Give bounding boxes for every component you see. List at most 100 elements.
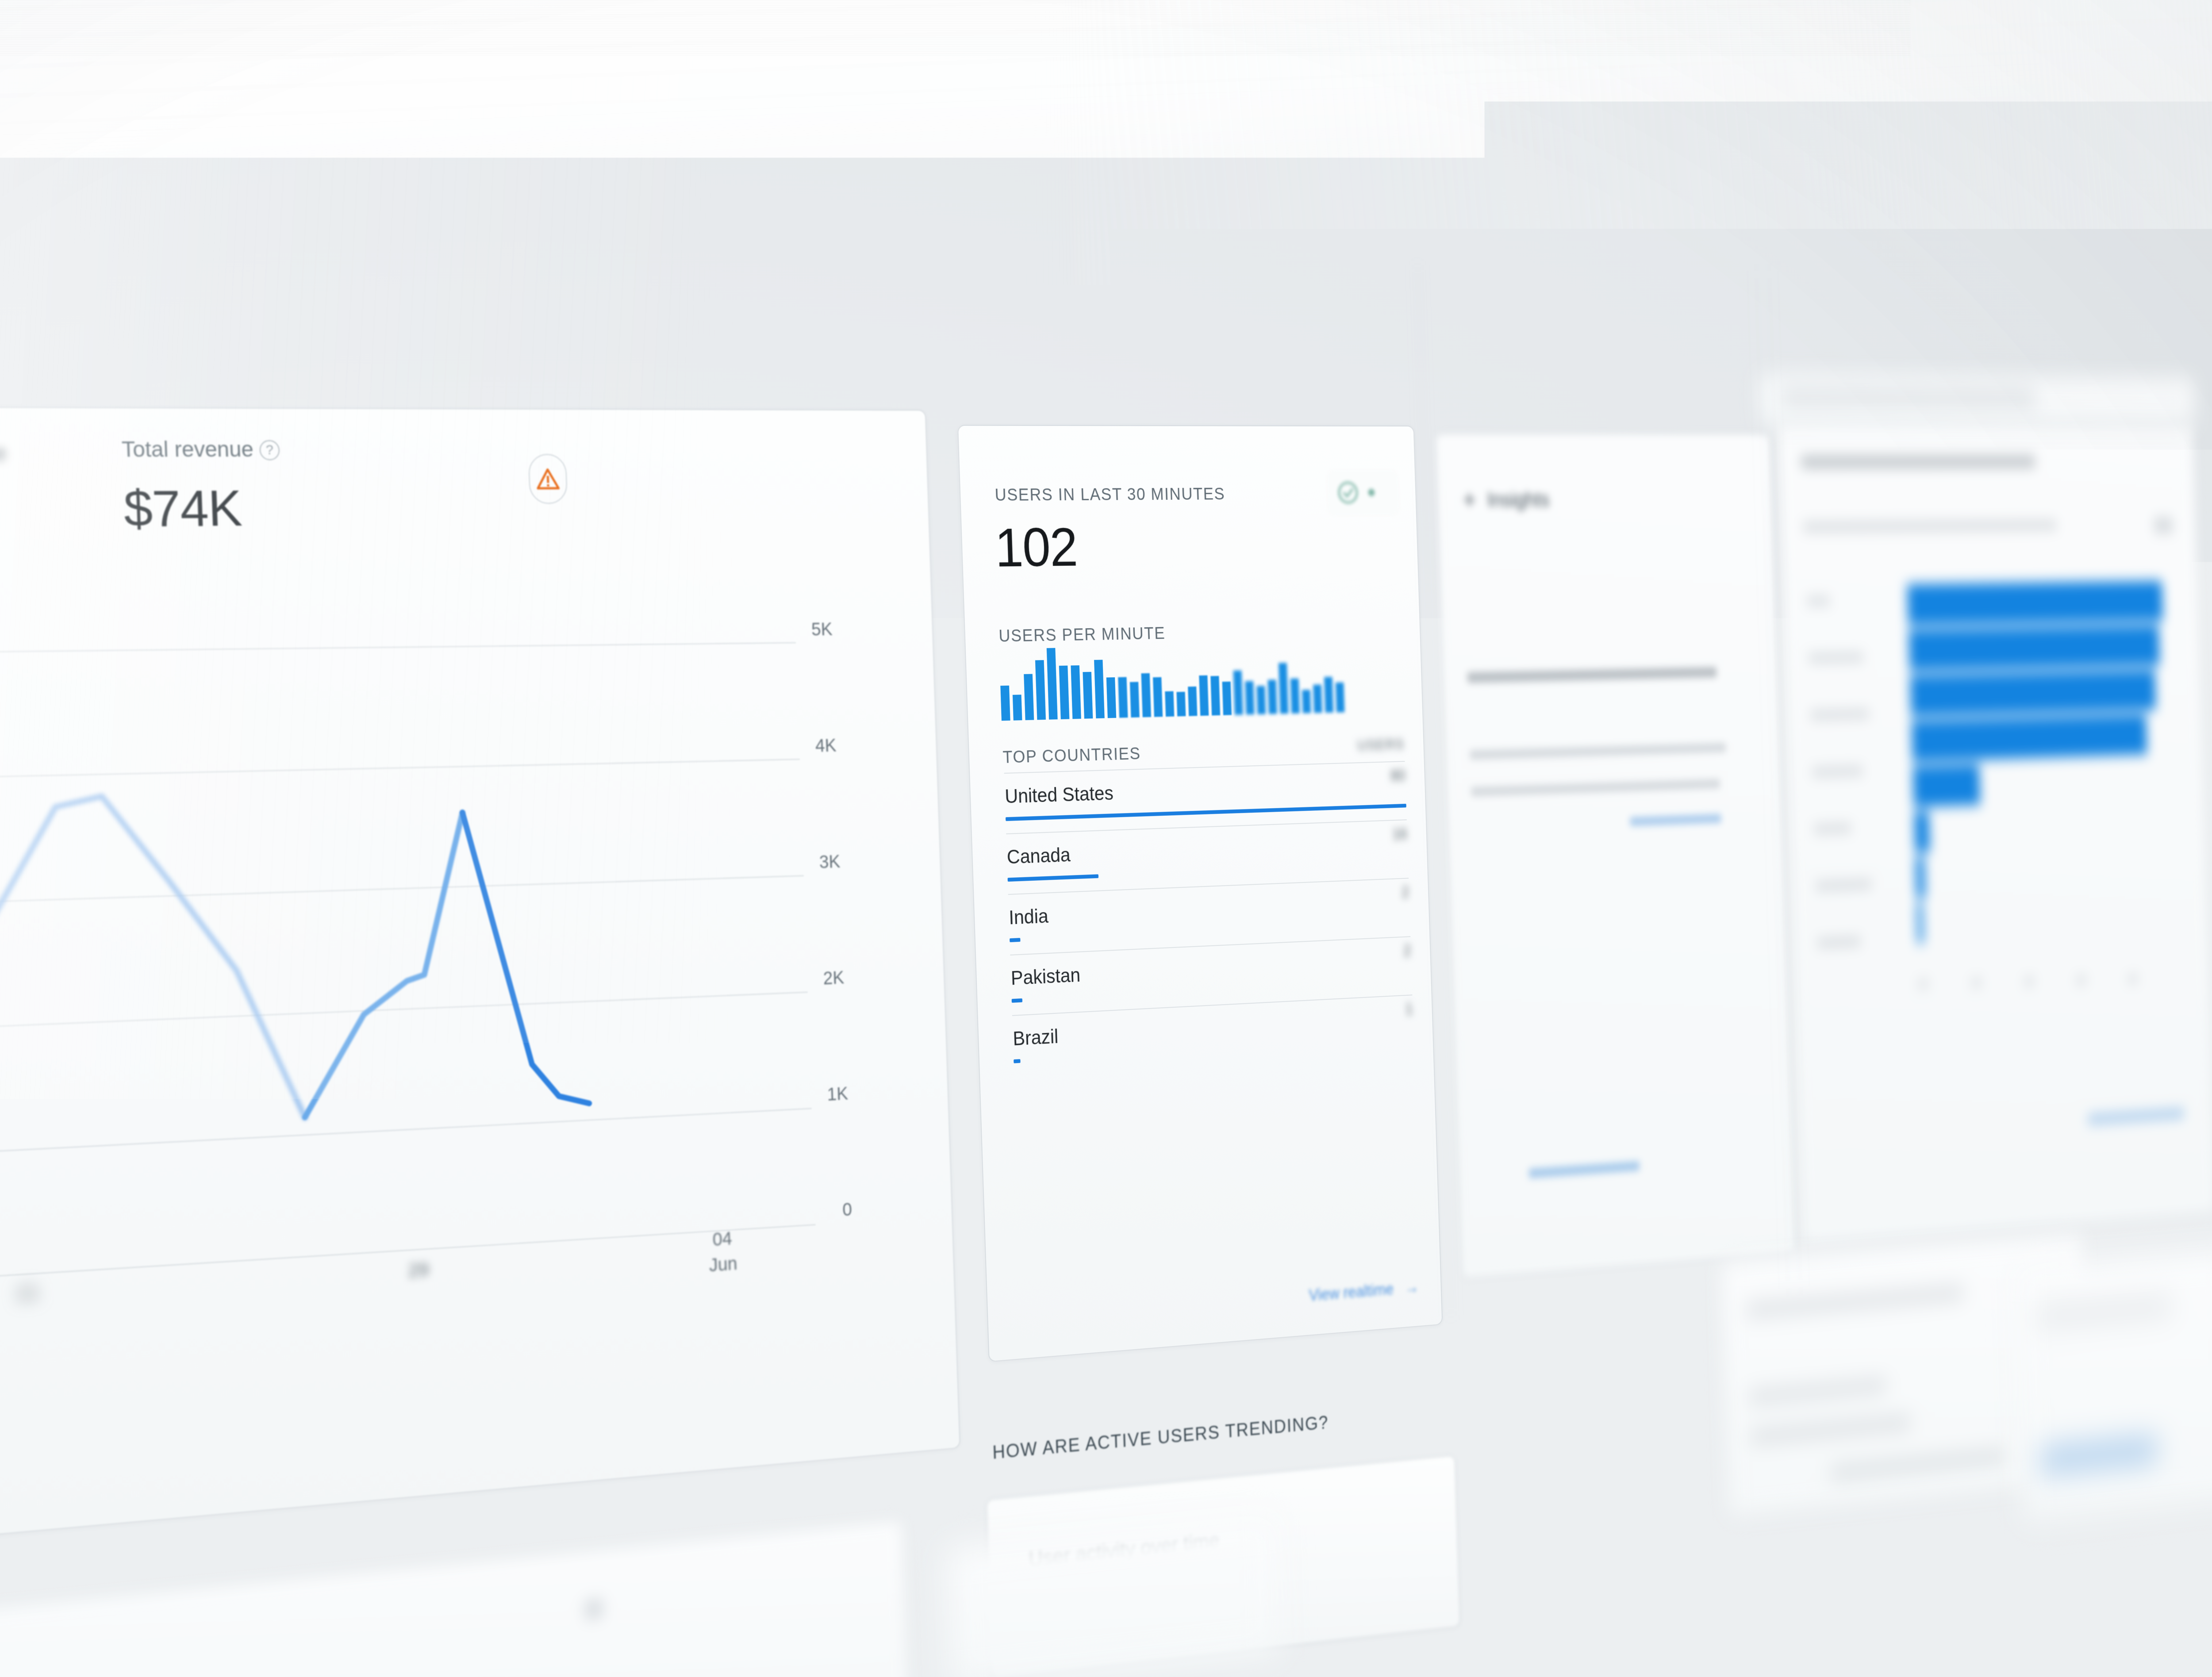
background-text bbox=[2036, 1300, 2172, 1323]
country-name: Pakistan bbox=[1010, 963, 1081, 990]
axis-label bbox=[1814, 824, 1851, 834]
sparkle-icon bbox=[1461, 491, 1478, 510]
country-bar bbox=[1010, 938, 1021, 942]
realtime-eyebrow: USERS IN LAST 30 MINUTES bbox=[995, 485, 1225, 505]
metric-engagement-value: 51s bbox=[0, 482, 9, 545]
screen-photo: Average engagement time 51s Total revenu… bbox=[0, 0, 2212, 1677]
data-warning-badge[interactable] bbox=[528, 454, 568, 504]
y-tick: 1K bbox=[741, 1083, 852, 1206]
country-bar bbox=[1008, 874, 1098, 882]
axis-label bbox=[1809, 653, 1864, 663]
background-card-title bbox=[1780, 391, 2035, 404]
arrow-right-icon: → bbox=[1405, 1278, 1419, 1297]
x-tick-04jun-wrap: 04 Jun bbox=[708, 1228, 737, 1276]
top-countries-header: TOP COUNTRIES bbox=[1002, 744, 1141, 768]
metric-revenue-value: $74K bbox=[123, 478, 282, 538]
x-tick-21-wrap: 21 bbox=[16, 1281, 39, 1305]
country-name: United States bbox=[1005, 782, 1114, 808]
axis-tick bbox=[2075, 976, 2087, 985]
metric-revenue-label: Total revenue bbox=[121, 437, 254, 462]
line-chart-y-axis: 5K 4K 3K 2K 1K 0 bbox=[725, 619, 853, 1227]
view-realtime-link[interactable]: View realtime → bbox=[1309, 1278, 1419, 1305]
insights-body-line-1 bbox=[1467, 667, 1717, 683]
insights-card: Insights bbox=[1436, 434, 1795, 1278]
axis-tick bbox=[1917, 980, 1930, 988]
bar bbox=[1910, 670, 2156, 716]
insights-header: Insights bbox=[1461, 487, 1550, 512]
axis-label bbox=[1807, 596, 1830, 605]
background-card-top-right bbox=[1759, 374, 2196, 427]
overflow-menu-icon[interactable] bbox=[2154, 517, 2173, 533]
revenue-metrics-card: Average engagement time 51s Total revenu… bbox=[0, 406, 960, 1560]
bar bbox=[1909, 625, 2160, 671]
x-tick-29-wrap: 29 bbox=[408, 1259, 429, 1282]
help-icon[interactable] bbox=[259, 440, 280, 460]
y-tick: 3K bbox=[733, 851, 844, 972]
axis-label bbox=[1810, 710, 1870, 720]
insights-inline-link[interactable] bbox=[1630, 814, 1721, 826]
axis-label bbox=[1816, 879, 1872, 890]
country-users: 2 bbox=[1402, 883, 1409, 901]
realtime-status-chip[interactable] bbox=[1327, 470, 1399, 515]
insights-body-line-3 bbox=[1471, 779, 1720, 797]
x-tick: 21 bbox=[16, 1281, 39, 1305]
background-text bbox=[1831, 1451, 2005, 1479]
background-bar bbox=[2041, 1438, 2158, 1473]
axis-tick bbox=[2023, 977, 2035, 986]
view-all-insights-link[interactable] bbox=[1529, 1161, 1640, 1178]
x-tick-month: Jun bbox=[709, 1253, 737, 1276]
users-per-minute-chart bbox=[999, 642, 1116, 721]
users-per-minute-chart-mid bbox=[1117, 640, 1232, 718]
zero-tick-label bbox=[585, 1599, 603, 1620]
left-bottom-card-stub bbox=[0, 1520, 908, 1677]
view-channel-groups-link[interactable] bbox=[2088, 1109, 2184, 1124]
check-circle-icon bbox=[1337, 481, 1359, 504]
country-bar bbox=[1006, 804, 1406, 821]
y-tick: 2K bbox=[737, 967, 848, 1089]
country-name: Canada bbox=[1006, 843, 1071, 868]
active-users-section-heading: HOW ARE ACTIVE USERS TRENDING? bbox=[992, 1412, 1329, 1463]
background-card-far-bottom-right bbox=[2015, 1247, 2212, 1521]
warning-triangle-icon bbox=[536, 468, 559, 489]
country-users: 16 bbox=[1392, 825, 1408, 843]
country-name: Brazil bbox=[1013, 1025, 1059, 1050]
bar bbox=[1917, 902, 1924, 944]
channel-card-subtitle bbox=[1803, 520, 2056, 532]
background-text bbox=[1747, 1286, 1963, 1316]
metric-revenue-row: Total revenue bbox=[121, 437, 280, 462]
top-countries-users-header: USERS bbox=[1357, 736, 1405, 753]
y-tick: 5K bbox=[725, 619, 836, 738]
country-bar bbox=[1012, 998, 1023, 1003]
axis-tick bbox=[2127, 975, 2139, 983]
axis-label bbox=[1812, 766, 1863, 776]
axis-tick bbox=[1970, 979, 1982, 987]
realtime-card: USERS IN LAST 30 MINUTES 102 USERS PER M… bbox=[957, 425, 1443, 1362]
x-tick: 04 bbox=[708, 1228, 737, 1251]
live-pulse-dot bbox=[1368, 489, 1375, 496]
country-users: 80 bbox=[1390, 767, 1406, 784]
background-text bbox=[1749, 1379, 1886, 1403]
country-users: 2 bbox=[1403, 942, 1411, 959]
users-per-minute-chart-right bbox=[1232, 638, 1344, 715]
bar bbox=[1911, 714, 2147, 762]
bar bbox=[1914, 811, 1930, 852]
country-bar bbox=[1014, 1059, 1020, 1063]
country-name: India bbox=[1009, 904, 1049, 929]
insights-title: Insights bbox=[1487, 487, 1550, 511]
metric-engagement-label: Average engagement time bbox=[0, 441, 7, 467]
country-users: 1 bbox=[1405, 1000, 1413, 1018]
metric-engagement-time: Average engagement time 51s bbox=[0, 441, 9, 545]
channel-card-title bbox=[1801, 456, 2035, 468]
bar bbox=[1916, 857, 1925, 898]
view-realtime-label: View realtime bbox=[1309, 1281, 1394, 1305]
metric-total-revenue: Total revenue $74K bbox=[121, 437, 283, 538]
realtime-user-count: 102 bbox=[994, 520, 1078, 576]
channel-group-card bbox=[1777, 422, 2212, 1243]
y-tick: 4K bbox=[729, 735, 840, 855]
axis-label bbox=[1817, 937, 1861, 948]
insights-body-line-2 bbox=[1470, 743, 1726, 760]
x-tick: 29 bbox=[408, 1259, 429, 1281]
background-text bbox=[1751, 1416, 1911, 1443]
bar bbox=[1907, 581, 2163, 625]
bar bbox=[1912, 764, 1980, 807]
